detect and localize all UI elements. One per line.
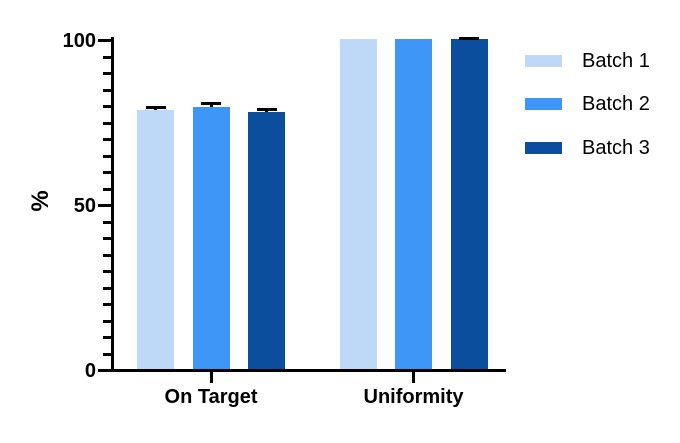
bar-batch-2-1: [395, 39, 432, 369]
legend-swatch: [525, 55, 562, 67]
y-tick-label: 0: [84, 360, 96, 382]
y-minor-tick: [103, 270, 111, 273]
error-cap: [145, 105, 166, 109]
bar-batch-2-0: [192, 106, 230, 369]
y-minor-tick: [103, 121, 111, 125]
y-minor-tick: [103, 72, 111, 75]
y-minor-tick: [103, 303, 111, 306]
bar-batch-1-0: [137, 109, 174, 369]
legend-swatch: [525, 142, 562, 154]
y-minor-tick: [103, 187, 111, 191]
y-major-tick: [98, 369, 111, 372]
bar-batch-3-0: [248, 111, 285, 369]
error-cap: [256, 107, 277, 111]
y-major-tick: [98, 204, 111, 207]
y-minor-tick: [103, 105, 111, 108]
error-cap: [459, 36, 479, 40]
bar-batch-1-1: [339, 39, 377, 369]
y-minor-tick: [103, 138, 111, 141]
y-tick-label: 50: [73, 195, 96, 217]
y-minor-tick: [103, 88, 111, 92]
x-category-tick: [412, 372, 415, 383]
y-minor-tick: [103, 220, 111, 224]
legend-item: Batch 1: [525, 49, 675, 73]
x-axis-line: [111, 369, 506, 372]
legend: Batch 1 Batch 2 Batch 3: [525, 49, 675, 164]
y-minor-tick: [103, 336, 111, 339]
y-minor-tick: [103, 319, 111, 323]
legend-label: Batch 2: [582, 93, 650, 115]
legend-label: Batch 1: [582, 50, 650, 72]
y-tick-label: 100: [62, 30, 96, 52]
y-major-tick: [98, 39, 111, 42]
bar-batch-3-1: [450, 39, 488, 369]
x-category-label: Uniformity: [363, 386, 464, 408]
y-minor-tick: [103, 171, 111, 174]
y-minor-tick: [103, 253, 111, 257]
legend-label: Batch 3: [582, 137, 650, 159]
y-minor-tick: [103, 55, 111, 59]
error-cap: [201, 102, 221, 106]
y-axis-line: [111, 37, 114, 372]
x-category-tick: [209, 372, 213, 383]
legend-item: Batch 2: [525, 92, 675, 116]
y-minor-tick: [103, 237, 111, 240]
y-minor-tick: [103, 286, 111, 290]
y-minor-tick: [103, 154, 111, 158]
legend-item: Batch 3: [525, 136, 675, 160]
legend-swatch: [525, 98, 562, 110]
x-category-label: On Target: [164, 386, 258, 408]
y-minor-tick: [103, 352, 111, 356]
